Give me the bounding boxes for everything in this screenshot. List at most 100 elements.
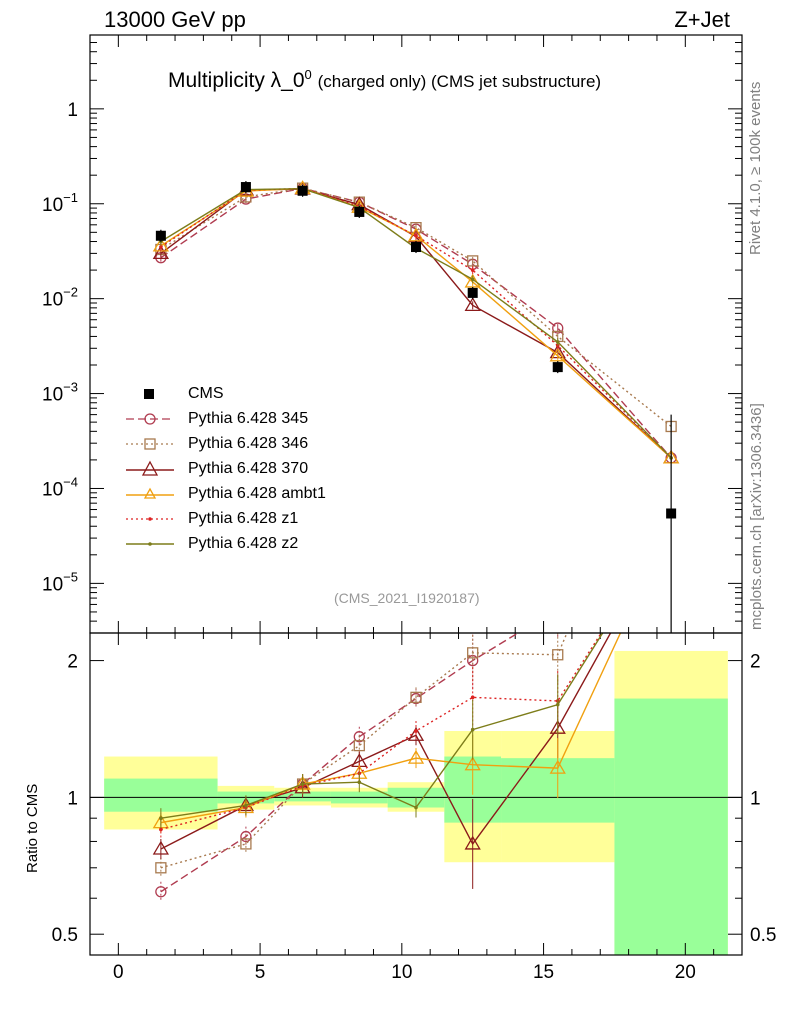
chart-title-sup: 0: [304, 67, 312, 82]
ytick-label-3: 10−3: [42, 380, 78, 406]
series-point-2-5: [464, 297, 481, 312]
ratio-point-2-0: [152, 840, 170, 855]
ratio-point-5-6: [555, 702, 560, 707]
ratio-point-0-1: [240, 830, 252, 843]
series-point-3-4: [407, 227, 425, 242]
ratio-point-1-3: [353, 739, 365, 752]
legend-label-346: Pythia 6.428 346: [188, 435, 309, 452]
ratio-point-2-4: [407, 726, 425, 741]
ratio-point-2-5: [464, 835, 481, 850]
ratio-point-3-4: [407, 749, 425, 764]
series-line-5: [160, 188, 672, 459]
ytick-label-base-4: 10: [42, 479, 63, 500]
ratio-point-5-4: [414, 805, 418, 810]
legend-item-346: Pythia 6.428 346: [120, 433, 420, 457]
xtick-label-20: 20: [675, 962, 696, 983]
ratio-point-5-5: [470, 727, 475, 732]
rtick-label-right-2: 2: [750, 652, 761, 673]
xtick-label-10: 10: [391, 962, 412, 983]
ytick-label-exp-4: −4: [63, 474, 78, 489]
ratio-point-5-2: [300, 782, 305, 786]
legend-marker-z2: [126, 542, 174, 546]
series-point-5-5: [470, 277, 475, 282]
series-point-1-5: [467, 255, 479, 267]
ratio-point-1-1: [240, 838, 252, 850]
series-point-5-6: [555, 340, 560, 344]
legend-item-345: Pythia 6.428 345: [120, 408, 420, 432]
data-point-2: [297, 185, 308, 196]
ratio-point-1-4: [410, 691, 422, 704]
ytick-label-0: 1: [67, 100, 78, 121]
chart-title-sub: (charged only) (CMS jet substructure): [317, 72, 602, 91]
legend-item-z1: Pythia 6.428 z1: [120, 508, 420, 532]
ratio-line-5: [160, 633, 604, 819]
legend-label-ambt1: Pythia 6.428 ambt1: [188, 485, 326, 502]
data-point-1: [240, 182, 251, 193]
ratio-line-4: [160, 633, 603, 831]
ytick-label-5: 10−5: [42, 569, 78, 595]
rivet-version-label: Rivet 4.1.0, ≥ 100k events: [747, 81, 764, 255]
series-point-4-0: [159, 245, 163, 249]
data-points-group: [155, 181, 677, 633]
data-point-4: [411, 242, 421, 253]
series-point-2-0: [152, 245, 170, 260]
legend-item-cms: CMS: [120, 383, 420, 407]
band-stat-0: [104, 778, 218, 812]
ratio-point-4-5: [470, 695, 475, 700]
legend-marker-370: [126, 460, 174, 476]
analysis-id: (CMS_2021_I1920187): [334, 590, 480, 606]
ytick-label-base-2: 10: [42, 290, 63, 311]
collision-label: 13000 GeV pp: [104, 7, 246, 32]
data-point-7: [666, 508, 677, 519]
ratio-axis-label: Ratio to CMS: [24, 783, 41, 873]
xtick-label-15: 15: [533, 962, 554, 983]
ytick-label-exp-2: −2: [63, 285, 78, 300]
ytick-label-base-5: 10: [42, 574, 63, 595]
ratio-point-5-0: [159, 816, 163, 820]
ytick-label-1: 10−1: [42, 190, 78, 216]
data-point-6: [552, 362, 563, 373]
ratio-line-3: [160, 633, 622, 824]
ratio-line-1: [160, 633, 568, 869]
ratio-point-0-6: [553, 604, 563, 614]
ratio-point-1-5: [467, 647, 479, 659]
ytick-label-exp-5: −5: [63, 569, 78, 584]
ytick-label-exp-3: −3: [63, 380, 78, 395]
ratio-point-1-6: [552, 649, 564, 661]
ratio-point-5-1: [244, 803, 248, 808]
ratio-point-0-3: [353, 731, 365, 743]
ratio-point-5-3: [357, 780, 362, 785]
data-point-3: [354, 206, 365, 217]
legend-marker-ambt1: [126, 487, 174, 499]
ratio-line-0: [160, 633, 520, 893]
series-point-3-6: [549, 347, 566, 362]
ratio-point-3-5: [464, 756, 481, 771]
rtick-label-right-1: 1: [750, 788, 761, 809]
ratio-point-1-7: [666, 382, 676, 392]
ratio-panel-frame: [89, 632, 743, 956]
mcplots-reference-label: mcplots.cern.ch [arXiv:1306.3436]: [748, 403, 765, 630]
legend-marker-345: [126, 413, 174, 425]
ratio-point-0-0: [155, 886, 167, 898]
rtick-label-left-2: 2: [67, 652, 78, 673]
xtick-label-5: 5: [255, 962, 266, 983]
legend-label-370: Pythia 6.428 370: [188, 460, 309, 477]
ratio-point-4-4: [414, 729, 418, 733]
chart-title-main: Multiplicity λ_0: [168, 69, 305, 92]
series-point-4-5: [470, 268, 475, 272]
xtick-label-0: 0: [113, 962, 124, 983]
series-line-0: [160, 187, 672, 459]
ratio-series-group: [152, 382, 676, 902]
process-label: Z+Jet: [674, 7, 730, 32]
series-point-4-4: [414, 233, 418, 238]
ratio-point-3-6: [549, 759, 566, 774]
legend-marker-346: [126, 438, 174, 450]
band-stat-7: [614, 698, 728, 955]
legend-marker-z1: [126, 517, 174, 521]
ytick-label-exp-1: −1: [63, 190, 78, 205]
ratio-point-1-0: [155, 862, 167, 874]
ytick-label-base-3: 10: [42, 385, 63, 406]
legend-marker-cms: [144, 389, 154, 399]
main-series-group: [152, 180, 680, 464]
